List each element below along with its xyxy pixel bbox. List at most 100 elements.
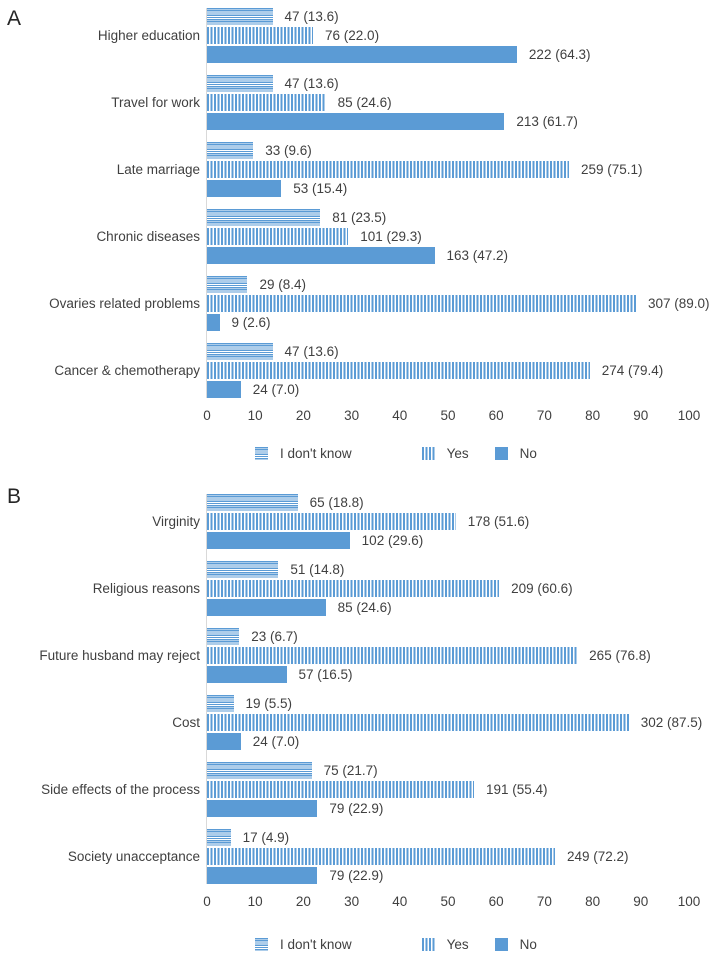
bar-chart: Higher education 47 (13.6) 76 (22.0) 222 (6…	[0, 8, 710, 398]
x-axis-tick: 10	[247, 408, 263, 423]
bar-yes	[207, 580, 500, 597]
bar-row: 191 (55.4)	[207, 781, 710, 798]
category-label: Side effects of the process	[41, 781, 200, 797]
bar-i-don-t-know	[207, 561, 279, 578]
bar-value-label: 213 (61.7)	[516, 114, 578, 129]
legend-item-i-don-t-know: I don't know	[255, 937, 352, 952]
x-axis-tick: 80	[585, 408, 601, 423]
category-label: Cancer & chemotherapy	[54, 362, 200, 378]
category-group: Late marriage 33 (9.6) 259 (75.1) 53 (15.4)	[0, 142, 710, 197]
bar-row: 213 (61.7)	[207, 113, 710, 130]
bar-value-label: 17 (4.9)	[242, 830, 290, 845]
bar-value-label: 191 (55.4)	[486, 782, 548, 797]
chart-body: Higher education 47 (13.6) 76 (22.0) 222 (6…	[0, 8, 710, 398]
category-label: Future husband may reject	[39, 647, 200, 663]
bar-row: 209 (60.6)	[207, 580, 710, 597]
bar-value-label: 249 (72.2)	[567, 849, 629, 864]
bar-row: 222 (64.3)	[207, 46, 710, 63]
x-axis-tick: 0	[203, 894, 211, 909]
bar-no	[207, 180, 282, 197]
bar-value-label: 24 (7.0)	[252, 734, 300, 749]
bar-row: 17 (4.9)	[207, 829, 710, 846]
bar-yes	[207, 94, 326, 111]
bar-value-label: 274 (79.4)	[601, 363, 664, 378]
bar-group: 51 (14.8) 209 (60.6) 85 (24.6)	[207, 561, 710, 616]
bar-i-don-t-know	[207, 762, 312, 779]
bar-value-label: 79 (22.9)	[329, 868, 384, 883]
bar-value-label: 265 (76.8)	[589, 648, 651, 663]
bar-no	[207, 733, 241, 750]
bar-row: 259 (75.1)	[207, 161, 710, 178]
legend-item-no: No	[494, 446, 537, 461]
panel-label: A	[7, 7, 22, 30]
x-axis-tick: 20	[295, 408, 311, 423]
bar-yes	[207, 228, 349, 245]
x-axis-tick: 40	[392, 894, 408, 909]
x-axis-tick: 90	[633, 408, 649, 423]
legend-label: I don't know	[280, 937, 352, 952]
bar-i-don-t-know	[207, 142, 254, 159]
x-axis-tick: 50	[440, 894, 456, 909]
bar-group: 23 (6.7) 265 (76.8) 57 (16.5)	[207, 628, 710, 683]
x-axis-tick: 30	[344, 894, 360, 909]
panel-b: B Virginity 65 (18.8) 178 (51.6) 102 (29.6)…	[0, 460, 710, 959]
bar-no	[207, 800, 318, 817]
bar-value-label: 178 (51.6)	[467, 514, 530, 529]
bar-row: 101 (29.3)	[207, 228, 710, 245]
x-axis-tick: 70	[536, 894, 552, 909]
bar-group: 19 (5.5) 302 (87.5) 24 (7.0)	[207, 695, 710, 750]
legend-swatch	[421, 447, 435, 460]
category-group: Side effects of the process 75 (21.7) 191 …	[0, 762, 710, 817]
bar-value-label: 24 (7.0)	[252, 382, 300, 397]
bar-group: 47 (13.6) 76 (22.0) 222 (64.3)	[207, 8, 710, 63]
bar-i-don-t-know	[207, 829, 231, 846]
bar-row: 47 (13.6)	[207, 75, 710, 92]
category-label: Ovaries related problems	[49, 295, 200, 311]
bar-value-label: 53 (15.4)	[293, 181, 348, 196]
category-label: Society unacceptance	[67, 848, 200, 864]
x-axis-tick: 100	[677, 894, 701, 909]
bar-row: 57 (16.5)	[207, 666, 710, 683]
bar-no	[207, 113, 505, 130]
bar-value-label: 307 (89.0)	[647, 296, 710, 311]
category-group: Travel for work 47 (13.6) 85 (24.6) 213 (61…	[0, 75, 710, 130]
category-label: Late marriage	[116, 161, 200, 177]
category-group: Ovaries related problems 29 (8.4) 307 (89.…	[0, 276, 710, 331]
bar-yes	[207, 781, 475, 798]
bar-no	[207, 532, 350, 549]
bar-value-label: 163 (47.2)	[446, 248, 509, 263]
bar-i-don-t-know	[207, 628, 240, 645]
bar-row: 102 (29.6)	[207, 532, 710, 549]
bar-chart: Virginity 65 (18.8) 178 (51.6) 102 (29.6) Re…	[0, 494, 710, 884]
x-axis-tick: 10	[247, 894, 263, 909]
bar-row: 307 (89.0)	[207, 295, 710, 312]
category-label: Cost	[172, 714, 200, 730]
bar-row: 163 (47.2)	[207, 247, 710, 264]
panel-label: B	[7, 485, 22, 508]
bar-yes	[207, 848, 555, 865]
legend-label: Yes	[446, 937, 469, 952]
bar-row: 249 (72.2)	[207, 848, 710, 865]
legend-item-yes: Yes	[421, 937, 469, 952]
category-label: Virginity	[152, 513, 200, 529]
legend-label: Yes	[446, 446, 469, 461]
bar-value-label: 85 (24.6)	[337, 600, 392, 615]
legend-swatch	[494, 447, 508, 460]
category-group: Future husband may reject 23 (6.7) 265 (76…	[0, 628, 710, 683]
legend-item-yes: Yes	[421, 446, 469, 461]
bar-value-label: 81 (23.5)	[332, 210, 387, 225]
bar-row: 47 (13.6)	[207, 8, 710, 25]
bar-row: 24 (7.0)	[207, 381, 710, 398]
bar-i-don-t-know	[207, 695, 234, 712]
category-group: Virginity 65 (18.8) 178 (51.6) 102 (29.6)	[0, 494, 710, 549]
y-axis-line	[206, 494, 207, 884]
bar-row: 302 (87.5)	[207, 714, 710, 731]
category-label: Higher education	[97, 27, 200, 43]
bar-row: 53 (15.4)	[207, 180, 710, 197]
legend-label: No	[519, 937, 537, 952]
bar-value-label: 33 (9.6)	[265, 143, 312, 158]
x-axis-tick: 90	[633, 894, 649, 909]
bar-value-label: 222 (64.3)	[528, 47, 591, 62]
bar-value-label: 47 (13.6)	[284, 344, 339, 359]
